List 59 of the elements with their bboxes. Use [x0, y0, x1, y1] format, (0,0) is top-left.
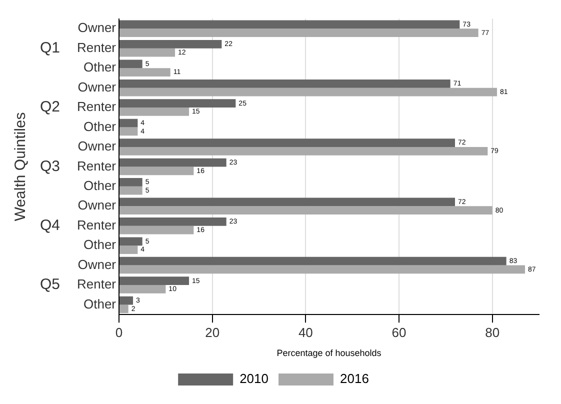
bar — [120, 186, 142, 195]
bar — [120, 206, 492, 215]
bar — [120, 158, 226, 167]
y-tick-label: Other — [84, 118, 117, 134]
x-tick-label: 60 — [392, 324, 406, 340]
y-tick-label: Renter — [76, 217, 117, 232]
x-axis-title: Percentage of households — [276, 348, 382, 358]
bar — [120, 48, 176, 57]
bar — [120, 108, 190, 116]
bar — [120, 68, 170, 76]
x-tick-label: 80 — [485, 324, 500, 340]
bar — [120, 99, 236, 108]
y-tick-label: Renter — [76, 158, 117, 174]
text: Q3 — [40, 158, 60, 175]
y-tick-label: Other — [84, 237, 117, 252]
bar — [120, 237, 142, 246]
bar — [120, 166, 194, 176]
x-tick-label: 40 — [298, 324, 313, 340]
y-tick-label: Renter — [76, 99, 117, 114]
y-tick-label: Owner — [78, 138, 117, 154]
bar — [120, 178, 142, 186]
y-tick-label: Owner — [78, 256, 117, 272]
y-tick-label: Renter — [76, 276, 117, 292]
bar — [120, 304, 128, 314]
bar — [120, 88, 497, 96]
y-axis-title: Wealth Quintiles — [12, 112, 30, 222]
y-tick-label: Owner — [78, 20, 117, 36]
bar — [120, 256, 506, 266]
bar — [120, 28, 478, 38]
bar — [120, 20, 460, 29]
bar — [120, 40, 222, 48]
y-tick-label: Other — [84, 178, 117, 193]
bar — [120, 198, 456, 206]
bar — [120, 285, 166, 294]
legend-label: 2016 — [340, 371, 369, 386]
y-tick-label: Owner — [78, 79, 117, 94]
text: Q4 — [40, 217, 60, 234]
bar — [120, 246, 138, 254]
bar — [120, 226, 194, 234]
x-tick-label: 0 — [115, 324, 123, 340]
text: Q2 — [40, 98, 60, 116]
bar — [120, 79, 450, 88]
bar — [120, 265, 525, 274]
bar — [120, 138, 456, 147]
text: Q1 — [40, 40, 60, 57]
bar — [120, 127, 138, 136]
x-tick-label: 20 — [205, 324, 220, 340]
bar — [120, 60, 142, 68]
y-tick-label: Other — [84, 296, 117, 312]
bar — [120, 217, 226, 226]
bar — [120, 118, 138, 128]
y-tick-label: Renter — [76, 40, 117, 55]
y-tick-label: Other — [84, 60, 117, 75]
bar — [120, 146, 488, 156]
text: Q5 — [40, 276, 60, 294]
y-tick-label: Owner — [78, 198, 117, 213]
bar — [120, 276, 190, 286]
bar — [120, 296, 134, 305]
legend-label: 2010 — [240, 371, 268, 386]
